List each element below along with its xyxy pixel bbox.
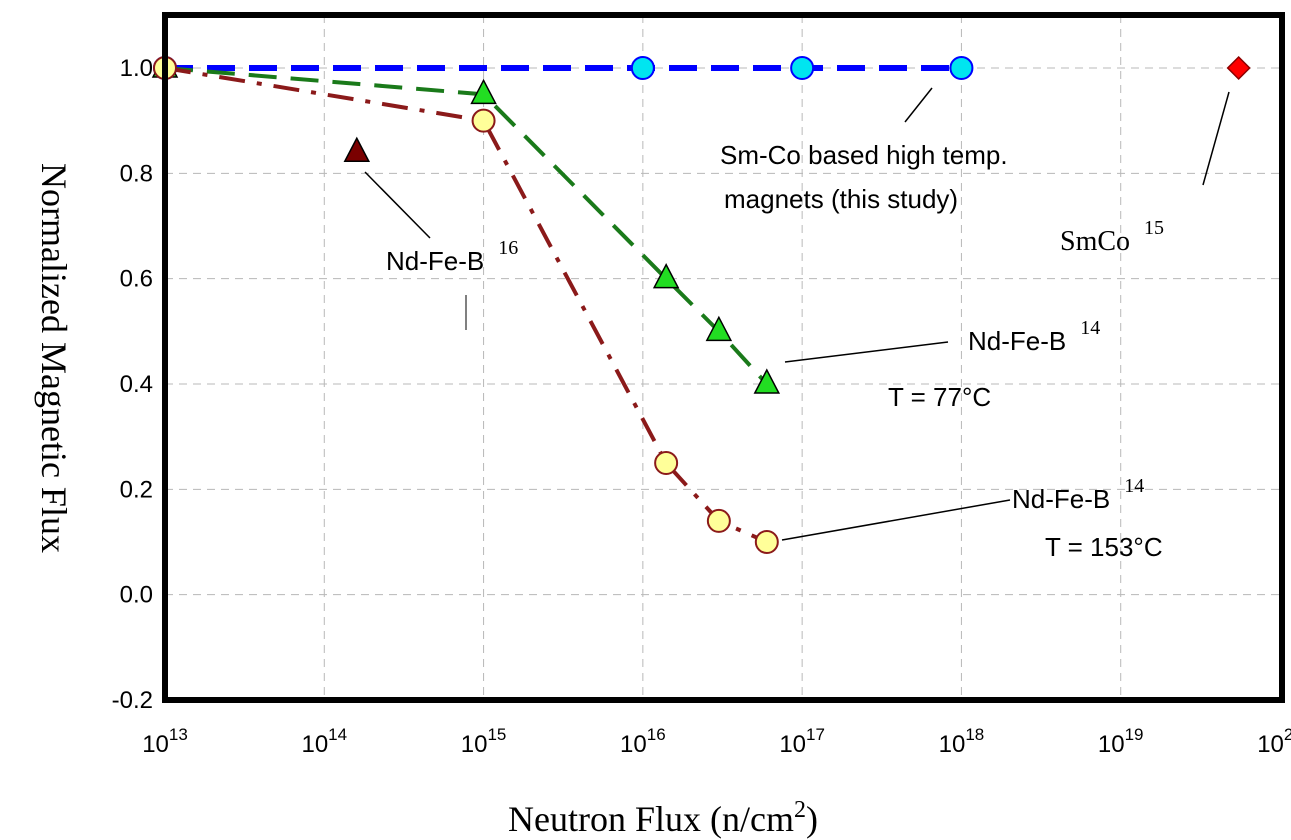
x-axis-label: Neutron Flux (n/cm2) [508, 797, 818, 839]
annotation-leader-line [1202, 91, 1230, 186]
data-point-triangle [705, 315, 733, 342]
y-tick-label: 0.6 [120, 266, 153, 293]
x-tick-base: 10 [779, 731, 806, 758]
annotation-text: Nd-Fe-B [968, 326, 1066, 356]
x-tick-label: 1016 [620, 725, 666, 758]
data-point-triangle [652, 263, 680, 289]
data-point-circle [630, 56, 655, 80]
x-tick-exponent: 13 [169, 725, 188, 744]
annotation-superscript: 14 [1080, 317, 1100, 339]
x-tick-exponent: 15 [487, 725, 506, 744]
x-tick-base: 10 [620, 731, 647, 758]
x-ticks: 10131014101510161017101810191020 [142, 725, 1291, 758]
annotation-label: T = 153°C [1045, 532, 1163, 562]
x-axis-label-sup: 2 [794, 797, 806, 823]
annotation-text: magnets (this study) [724, 184, 958, 214]
x-tick-exponent: 20 [1284, 725, 1291, 744]
x-tick-label: 1018 [939, 725, 985, 758]
x-tick-base: 10 [1098, 731, 1125, 758]
series-layer [151, 52, 1251, 554]
annotation-label: SmCo 15 [1060, 217, 1164, 257]
annotation-label: Nd-Fe-B 14 [968, 317, 1100, 356]
y-axis-label: Normalized Magnetic Flux [34, 163, 74, 553]
x-tick-exponent: 19 [1125, 725, 1144, 744]
annotation-label: Nd-Fe-B 14 [1012, 475, 1144, 514]
x-tick-base: 10 [461, 731, 488, 758]
annotation-label: magnets (this study) [724, 184, 958, 214]
data-point-circle [790, 56, 815, 80]
x-tick-base: 10 [939, 731, 966, 758]
x-tick-exponent: 14 [328, 725, 347, 744]
x-tick-base: 10 [142, 731, 169, 758]
x-tick-exponent: 18 [965, 725, 984, 744]
annotation-text: Nd-Fe-B [386, 246, 484, 276]
x-tick-exponent: 16 [647, 725, 666, 744]
y-tick-label: 0.8 [120, 160, 153, 187]
annotation-superscript: 14 [1124, 475, 1144, 497]
annotation-superscript: 16 [498, 237, 518, 259]
x-axis-label-main: Neutron Flux (n/cm [508, 799, 794, 839]
x-tick-base: 10 [1257, 731, 1284, 758]
data-point-circle [949, 56, 974, 80]
data-point-circle [754, 530, 779, 554]
x-tick-label: 1020 [1257, 725, 1291, 758]
y-ticks: -0.2 0.0 0.2 0.4 0.6 0.8 1.0 [112, 55, 153, 714]
x-axis-label-end: ) [806, 799, 818, 839]
x-tick-exponent: 17 [806, 725, 825, 744]
data-point-triangle [343, 136, 371, 163]
annotation-text: T = 77°C [888, 382, 991, 412]
annotation-label: Sm-Co based high temp. [720, 140, 1008, 170]
series-line [164, 66, 769, 386]
data-point-circle [471, 108, 496, 133]
data-point-triangle [753, 368, 781, 394]
data-point-diamond [1226, 55, 1251, 81]
annotations: Sm-Co based high temp. magnets (this stud… [364, 87, 1230, 562]
annotation-leader-line [781, 499, 1011, 541]
data-point-triangle [470, 78, 497, 105]
x-tick-label: 1017 [779, 725, 825, 758]
annotation-leader-line [364, 171, 431, 239]
x-tick-label: 1015 [461, 725, 507, 758]
annotation-text: T = 153°C [1045, 532, 1163, 562]
annotation-text: Sm-Co based high temp. [720, 140, 1008, 170]
annotation-leader-line [784, 341, 949, 363]
x-tick-label: 1013 [142, 725, 188, 758]
grid [164, 15, 1282, 701]
y-tick-label: 0.2 [120, 476, 153, 503]
y-tick-label: 0.4 [120, 371, 153, 398]
y-tick-label: 0.0 [120, 582, 153, 609]
annotation-text: SmCo [1060, 226, 1130, 257]
annotation-label: T = 77°C [888, 382, 991, 412]
data-point-circle [654, 451, 679, 475]
x-tick-base: 10 [301, 731, 328, 758]
data-point-circle [706, 508, 731, 533]
annotation-label: Nd-Fe-B 16 [386, 237, 518, 276]
plot-frame [162, 12, 1285, 703]
y-tick-label: 1.0 [120, 55, 153, 82]
y-tick-label: -0.2 [112, 687, 153, 714]
x-tick-label: 1014 [301, 725, 347, 758]
annotation-superscript: 15 [1144, 217, 1164, 239]
annotation-leader-line [904, 87, 933, 123]
annotation-text: Nd-Fe-B [1012, 484, 1110, 514]
x-tick-label: 1019 [1098, 725, 1144, 758]
